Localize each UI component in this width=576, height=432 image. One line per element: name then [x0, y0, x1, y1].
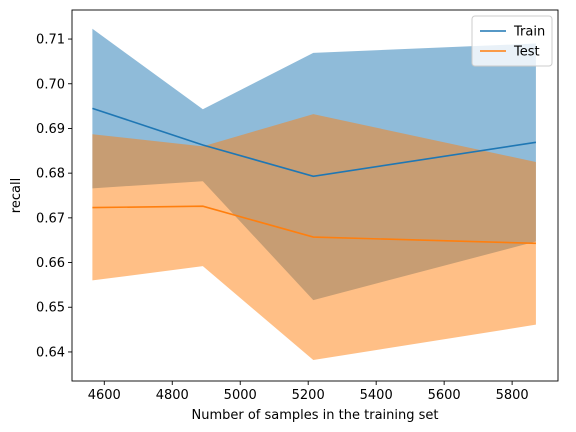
legend-box: [471, 15, 553, 67]
line-train: [92, 107, 537, 178]
x-ticks: 4600 4800 5000 5200 5400 5600 5800: [88, 381, 529, 403]
y-tick-label: 0.67: [36, 211, 65, 226]
line-test: [92, 205, 536, 245]
x-tick-label: 5200: [292, 388, 325, 403]
x-tick-label: 5000: [224, 388, 257, 403]
x-tick-label: 4800: [156, 388, 189, 403]
y-tick-label: 0.66: [36, 256, 65, 271]
y-axis-label: recall: [9, 178, 24, 213]
x-tick-label: 5600: [428, 388, 461, 403]
y-tick-label: 0.64: [36, 345, 65, 360]
y-tick-label: 0.69: [36, 122, 65, 137]
confidence-bands: [92, 28, 536, 360]
legend: Train Test: [471, 15, 553, 67]
series-lines: [92, 107, 537, 245]
x-tick-label: 5400: [360, 388, 393, 403]
y-ticks: 0.64 0.65 0.66 0.67 0.68 0.69 0.70 0.71: [36, 33, 72, 360]
plot-frame: [71, 9, 559, 382]
legend-label-train: Train: [513, 25, 545, 40]
x-axis-label: Number of samples in the training set: [192, 408, 439, 423]
x-tick-label: 4600: [88, 388, 121, 403]
legend-label-test: Test: [513, 45, 540, 60]
y-tick-label: 0.68: [36, 167, 65, 182]
y-tick-label: 0.71: [36, 33, 65, 48]
y-tick-label: 0.70: [36, 77, 65, 92]
x-tick-label: 5800: [496, 388, 529, 403]
y-tick-label: 0.65: [36, 301, 65, 316]
axes: [71, 9, 559, 382]
